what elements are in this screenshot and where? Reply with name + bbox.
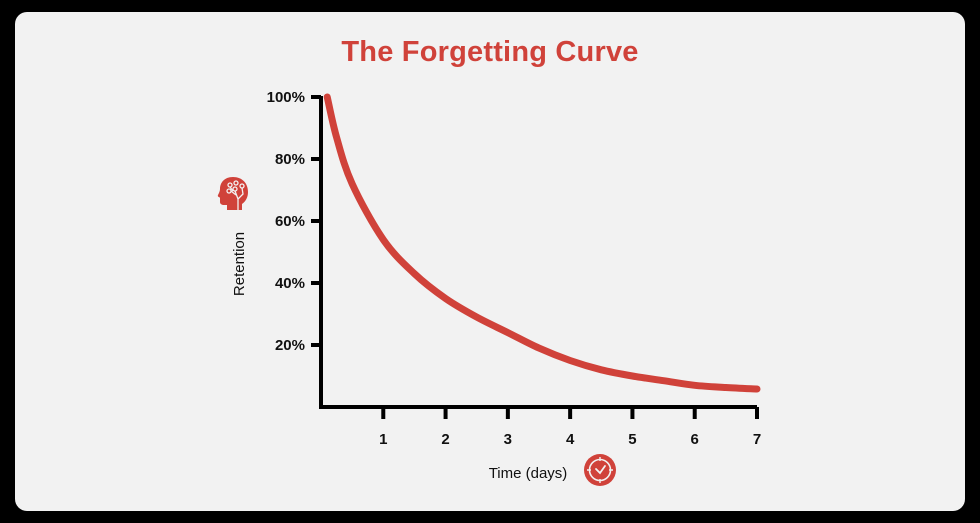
y-tick-label: 40% <box>275 275 305 292</box>
x-tick-label: 3 <box>504 431 512 448</box>
y-tick-label: 100% <box>267 89 305 106</box>
chart-title: The Forgetting Curve <box>341 36 639 68</box>
x-tick-label: 4 <box>566 431 575 448</box>
x-tick-label: 5 <box>628 431 636 448</box>
y-axis-label: Retention <box>231 232 248 296</box>
x-tick-label: 7 <box>753 431 761 448</box>
axes <box>319 96 757 409</box>
axis-lines <box>319 96 757 409</box>
y-tick-label: 20% <box>275 337 305 354</box>
chart-card <box>15 12 965 511</box>
x-tick-label: 1 <box>379 431 387 448</box>
x-axis-label: Time (days) <box>489 465 568 482</box>
y-tick-label: 60% <box>275 213 305 230</box>
clock-icon <box>584 454 616 486</box>
retention-curve <box>323 93 761 393</box>
x-ticks: 1 2 3 4 5 6 7 <box>379 407 761 448</box>
x-tick-label: 6 <box>691 431 699 448</box>
brain-head-icon <box>217 177 248 210</box>
y-tick-label: 80% <box>275 151 305 168</box>
x-tick-label: 2 <box>441 431 449 448</box>
y-ticks: 20% 40% 60% 80% 100% <box>267 89 321 354</box>
